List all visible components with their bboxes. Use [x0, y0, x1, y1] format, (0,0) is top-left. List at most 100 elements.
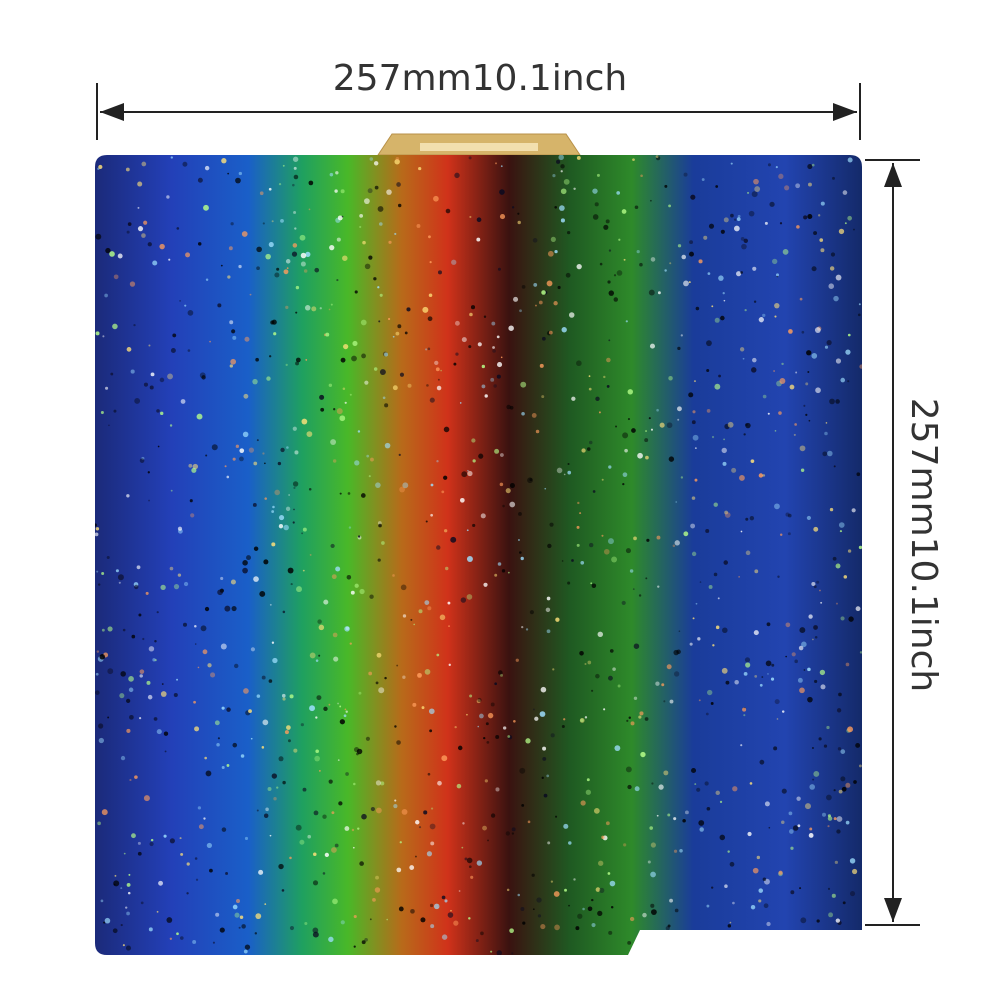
sparkle [201, 375, 206, 380]
sparkle [128, 676, 134, 682]
sparkle [430, 483, 434, 487]
sparkle [436, 385, 442, 391]
sparkle [688, 281, 691, 284]
sparkle [285, 363, 288, 367]
sparkle [153, 717, 158, 721]
sparkle [429, 261, 432, 264]
sparkle [448, 663, 451, 667]
sparkle [399, 372, 405, 377]
sparkle [370, 806, 376, 812]
sparkle [597, 631, 604, 638]
sparkle [147, 471, 150, 474]
sparkle [289, 925, 295, 931]
sparkle [782, 249, 789, 255]
sparkle [375, 807, 382, 814]
sparkle [164, 750, 167, 753]
sparkle [352, 846, 355, 849]
sparkle [825, 422, 828, 424]
sparkle [339, 719, 345, 725]
sparkle [801, 330, 805, 334]
sparkle [750, 459, 755, 464]
sparkle [825, 794, 832, 801]
sparkle [364, 380, 369, 385]
sparkle [634, 205, 639, 210]
sparkle [454, 172, 460, 179]
sparkle [774, 315, 777, 318]
sparkle [831, 893, 836, 898]
sparkle [767, 673, 769, 675]
sparkle [730, 162, 733, 165]
sparkle [206, 842, 213, 849]
sparkle [858, 303, 861, 306]
sparkle [518, 551, 522, 554]
sparkle [742, 357, 745, 360]
sparkle [273, 332, 277, 336]
sparkle [428, 708, 435, 715]
sparkle [330, 439, 337, 445]
sparkle [561, 724, 565, 728]
sparkle [711, 305, 714, 308]
sparkle [444, 899, 448, 903]
sparkle [430, 841, 435, 846]
sparkle [690, 194, 696, 200]
sparkle [281, 693, 286, 698]
sparkle [105, 386, 109, 390]
sparkle [477, 725, 480, 728]
sparkle [609, 880, 616, 887]
sparkle [336, 237, 341, 242]
sparkle [525, 628, 529, 631]
sparkle [129, 778, 132, 782]
sparkle [513, 296, 519, 302]
sparkle [428, 293, 433, 298]
sparkle [813, 585, 817, 589]
sparkle [415, 820, 420, 825]
sparkle [139, 674, 143, 678]
sparkle [839, 530, 843, 533]
sparkle [255, 357, 259, 362]
sparkle [609, 649, 614, 653]
sparkle [677, 346, 681, 351]
sparkle [588, 375, 591, 378]
sparkle [96, 650, 100, 653]
sparkle [672, 544, 676, 548]
sparkle [418, 166, 422, 171]
sparkle [593, 807, 600, 814]
sparkle [833, 817, 837, 821]
sparkle [535, 429, 540, 434]
sparkle [460, 597, 467, 603]
sparkle [591, 922, 596, 928]
sparkle [632, 158, 635, 162]
sparkle [253, 576, 259, 582]
sparkle [546, 774, 550, 778]
sparkle [849, 891, 856, 897]
arrow-head [100, 103, 124, 121]
sparkle [406, 307, 411, 312]
sparkle [571, 396, 576, 401]
sparkle [740, 236, 745, 241]
sparkle [490, 377, 495, 382]
sparkle [820, 601, 823, 604]
sparkle [308, 208, 311, 211]
sparkle [847, 726, 854, 733]
sparkle [268, 241, 274, 248]
sparkle [484, 779, 488, 783]
sparkle [537, 914, 542, 918]
sparkle [699, 827, 704, 832]
sparkle [194, 624, 197, 628]
sparkle [608, 290, 615, 296]
sparkle [785, 622, 791, 628]
sparkle [743, 238, 748, 243]
sparkle [823, 744, 828, 748]
sparkle [113, 409, 117, 413]
sparkle [762, 877, 767, 882]
sparkle [287, 567, 294, 574]
sparkle [318, 624, 325, 631]
sparkle [96, 570, 99, 573]
sparkle [659, 422, 665, 428]
sparkle [775, 273, 780, 277]
sparkle [567, 581, 571, 585]
sparkle [95, 233, 102, 240]
sparkle [202, 649, 208, 655]
sparkle [800, 468, 805, 472]
